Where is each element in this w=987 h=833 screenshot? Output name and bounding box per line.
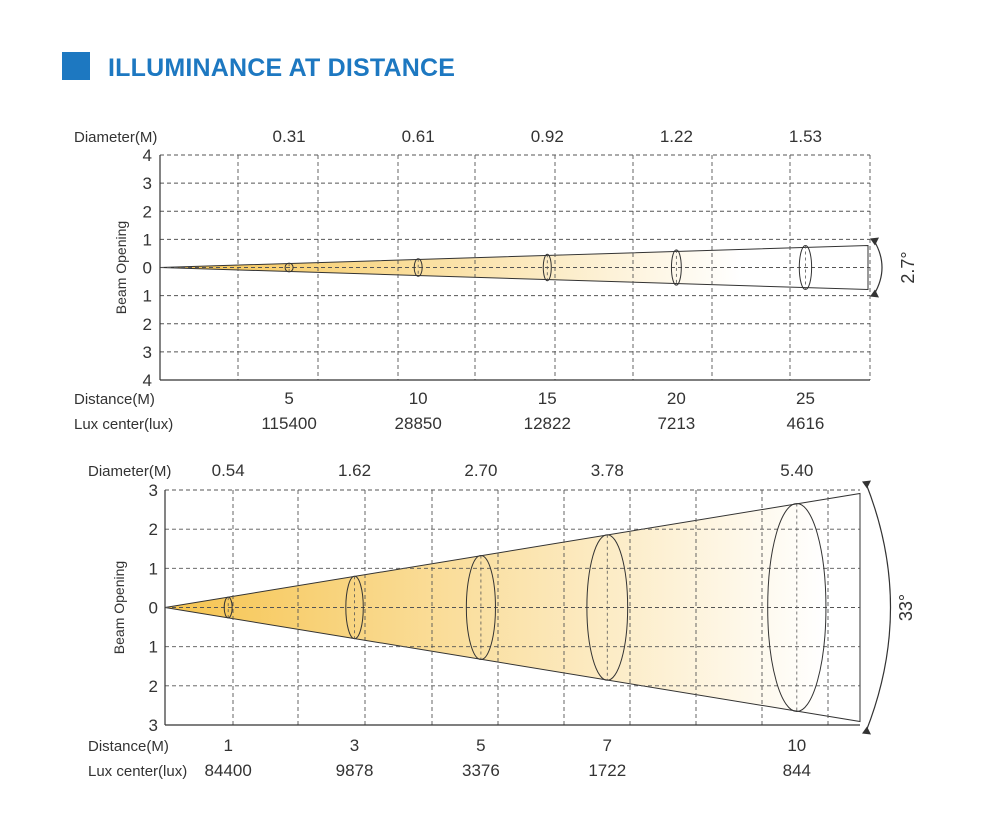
lux-value: 28850 <box>395 414 442 433</box>
diameter-value: 3.78 <box>591 461 624 480</box>
y-tick-label: 3 <box>143 343 152 362</box>
arc-arrow-bottom-icon <box>870 289 879 298</box>
y-tick-label: 2 <box>143 315 152 334</box>
page-title: ILLUMINANCE AT DISTANCE <box>108 54 456 82</box>
distance-value: 10 <box>409 389 428 408</box>
diameter-value: 1.62 <box>338 461 371 480</box>
lux-value: 9878 <box>336 761 374 780</box>
diameter-row-label: Diameter(M) <box>88 463 171 480</box>
arc-arrow-top-icon <box>870 237 879 246</box>
diameter-value: 1.22 <box>660 127 693 146</box>
diameter-value: 0.92 <box>531 127 564 146</box>
lux-value: 3376 <box>462 761 500 780</box>
y-tick-label: 1 <box>149 638 158 657</box>
y-tick-label: 2 <box>149 677 158 696</box>
distance-value: 7 <box>603 736 612 755</box>
lux-row-label: Lux center(lux) <box>88 763 187 780</box>
beam-angle-label: 33° <box>896 594 916 621</box>
diameter-row-label: Diameter(M) <box>74 129 157 146</box>
diameter-value: 5.40 <box>780 461 813 480</box>
lux-value: 844 <box>783 761 811 780</box>
y-axis-title: Beam Opening <box>113 221 129 314</box>
distance-value: 10 <box>787 736 806 755</box>
y-tick-label: 4 <box>143 146 152 165</box>
y-axis-title: Beam Opening <box>111 561 127 654</box>
distance-row-label: Distance(M) <box>74 391 155 408</box>
y-tick-label: 3 <box>149 481 158 500</box>
distance-value: 20 <box>667 389 686 408</box>
diameter-value: 2.70 <box>464 461 497 480</box>
lux-row-label: Lux center(lux) <box>74 416 173 433</box>
header-square-icon <box>62 52 90 80</box>
diameter-value: 0.61 <box>402 127 435 146</box>
arc-arrow-top-icon <box>862 480 871 489</box>
y-tick-label: 1 <box>149 559 158 578</box>
lux-value: 7213 <box>657 414 695 433</box>
distance-row-label: Distance(M) <box>88 738 169 755</box>
y-tick-label: 1 <box>143 230 152 249</box>
distance-value: 25 <box>796 389 815 408</box>
arc-arrow-bottom-icon <box>862 726 871 735</box>
y-tick-label: 0 <box>143 259 152 278</box>
y-tick-label: 2 <box>143 202 152 221</box>
lux-value: 4616 <box>787 414 825 433</box>
beam-angle-arc <box>865 483 892 732</box>
lux-value: 12822 <box>524 414 571 433</box>
diameter-value: 1.53 <box>789 127 822 146</box>
lux-value: 115400 <box>261 414 316 433</box>
y-tick-label: 3 <box>149 716 158 735</box>
distance-value: 1 <box>223 736 232 755</box>
lux-value: 1722 <box>588 761 626 780</box>
diameter-value: 0.31 <box>273 127 306 146</box>
y-tick-label: 0 <box>149 599 158 618</box>
lux-value: 84400 <box>205 761 252 780</box>
y-tick-label: 1 <box>143 287 152 306</box>
beam-angle-label: 2.7° <box>898 251 918 283</box>
distance-value: 5 <box>476 736 485 755</box>
distance-value: 3 <box>350 736 359 755</box>
y-tick-label: 3 <box>143 174 152 193</box>
diameter-value: 0.54 <box>212 461 245 480</box>
distance-value: 5 <box>284 389 293 408</box>
y-tick-label: 2 <box>149 520 158 539</box>
y-tick-label: 4 <box>143 371 152 390</box>
distance-value: 15 <box>538 389 557 408</box>
beam-angle-arc <box>873 240 883 295</box>
